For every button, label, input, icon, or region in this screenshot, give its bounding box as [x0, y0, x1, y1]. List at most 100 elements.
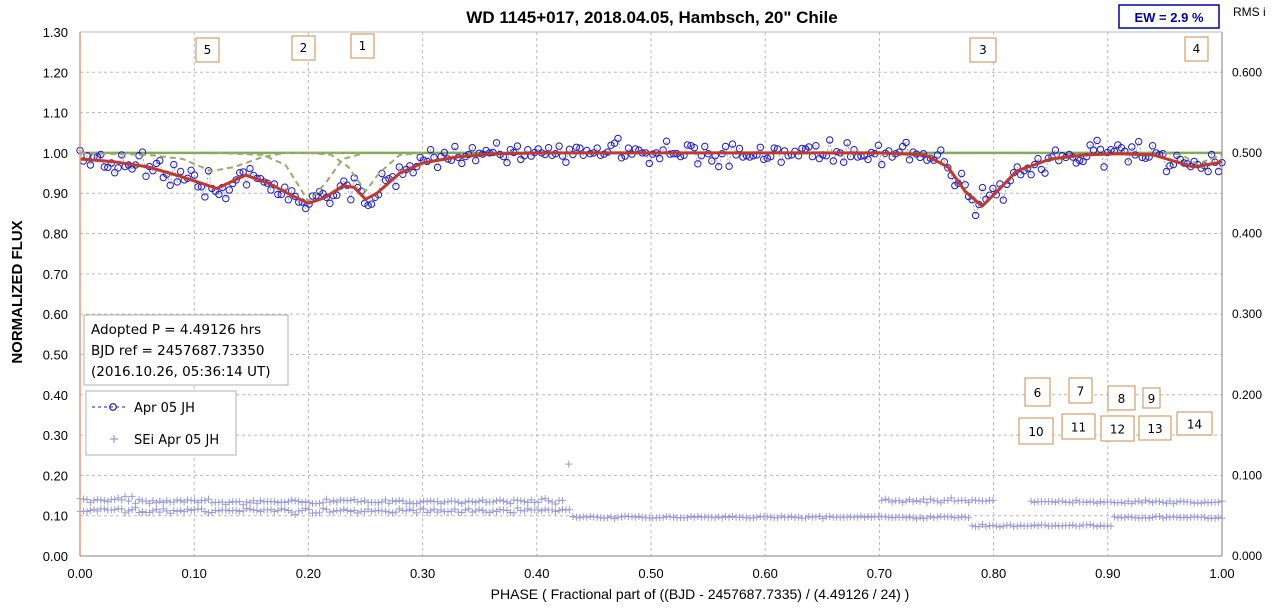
noise-point	[135, 496, 143, 504]
noise-point	[204, 495, 212, 503]
component-curve	[216, 151, 366, 203]
noise-point	[659, 514, 667, 522]
noise-point	[1006, 521, 1014, 529]
noise-point	[618, 513, 626, 521]
flux-point	[1162, 167, 1171, 176]
y-axis-label: NORMALIZED FLUX	[9, 220, 26, 363]
noise-point	[857, 512, 865, 520]
noise-point	[805, 512, 813, 520]
noise-point	[718, 514, 726, 522]
noise-point	[635, 512, 643, 520]
model-curve	[79, 151, 1223, 208]
noise-point	[128, 492, 136, 500]
noise-point	[201, 508, 209, 516]
flux-point	[708, 157, 716, 165]
noise-point	[350, 506, 358, 514]
dip-marker-label: 3	[979, 43, 987, 57]
noise-point	[173, 496, 181, 504]
component-curve	[1164, 151, 1223, 166]
flux-point	[409, 169, 417, 177]
dip-marker-box	[1176, 411, 1213, 436]
noise-point	[916, 513, 924, 521]
noise-point	[854, 513, 862, 521]
noise-point	[683, 514, 691, 522]
flux-connect-line	[79, 137, 1223, 217]
noise-point	[381, 496, 389, 504]
flux-point	[1076, 156, 1084, 165]
noise-point	[90, 496, 98, 504]
flux-point	[392, 182, 400, 191]
dip-markers: 5 2 1 3 46 78 910 11 12 13 14	[195, 33, 1213, 445]
dip-marker-label: 9	[1148, 392, 1156, 406]
noise-point	[982, 497, 990, 505]
x-tick-label: 0.10	[182, 566, 207, 581]
y-right-tick-label: 0.000	[1232, 549, 1262, 563]
dip-marker-label: 12	[1110, 423, 1125, 437]
noise-point	[1156, 498, 1164, 506]
noise-point	[604, 514, 612, 522]
noise-point	[492, 508, 500, 516]
flux-point	[971, 211, 980, 220]
noise-point	[343, 506, 351, 514]
flux-point	[1148, 142, 1157, 150]
noise-point	[336, 507, 344, 515]
noise-point	[1107, 498, 1115, 506]
y-right-tick-label: 0.500	[1232, 146, 1262, 160]
y-right-tick-label: 0.600	[1232, 65, 1262, 79]
noise-point	[114, 494, 122, 502]
noise-point	[149, 497, 157, 505]
noise-point	[558, 505, 566, 513]
flux-point	[760, 155, 768, 164]
noise-point	[503, 498, 511, 506]
noise-point	[1093, 499, 1101, 507]
noise-point	[385, 499, 393, 507]
noise-point	[291, 510, 299, 518]
noise-point	[152, 499, 160, 507]
flux-point	[562, 158, 570, 166]
noise-point	[1142, 496, 1150, 504]
noise-point	[576, 514, 584, 522]
dip-marker-box	[1024, 377, 1051, 407]
noise-point	[298, 506, 306, 514]
noise-point	[100, 505, 108, 513]
noise-point	[388, 497, 396, 505]
flux-point	[381, 176, 390, 185]
noise-point	[395, 496, 403, 504]
dip-marker-label: 8	[1118, 392, 1126, 406]
noise-point	[694, 512, 702, 520]
dip-marker-box	[1061, 413, 1096, 440]
noise-series-layer	[76, 460, 1226, 531]
noise-point	[118, 505, 126, 513]
flux-point	[308, 192, 317, 200]
flux-point	[569, 150, 577, 159]
noise-point	[1093, 523, 1101, 531]
noise-point	[402, 507, 410, 515]
noise-point	[919, 495, 927, 503]
info-box: Adopted P = 4.49126 hrs BJD ref = 245768…	[83, 314, 289, 386]
noise-point	[347, 496, 355, 504]
noise-point	[104, 498, 112, 506]
noise-point	[243, 504, 251, 512]
noise-point	[565, 460, 573, 468]
noise-point	[552, 500, 560, 508]
noise-point	[902, 497, 910, 505]
legend-marker-flux	[109, 403, 117, 411]
noise-point	[274, 506, 282, 514]
noise-point	[281, 498, 289, 506]
noise-point	[965, 498, 973, 506]
x-tick-label: 0.70	[867, 566, 892, 581]
noise-point	[826, 512, 834, 520]
component-curves-layer	[79, 151, 1223, 203]
noise-point	[1031, 498, 1039, 506]
flux-point	[957, 169, 966, 178]
flux-point	[721, 142, 730, 151]
noise-point	[298, 498, 306, 506]
noise-point	[329, 507, 337, 515]
noise-point	[392, 498, 400, 506]
noise-point	[479, 506, 487, 514]
flux-point	[513, 142, 522, 150]
noise-point	[1187, 498, 1195, 506]
flux-point	[624, 144, 633, 152]
noise-point	[437, 506, 445, 514]
